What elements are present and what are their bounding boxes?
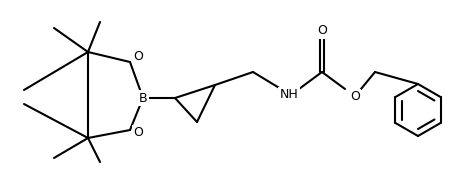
Text: O: O (316, 24, 326, 37)
Text: NH: NH (279, 89, 298, 102)
Text: O: O (349, 90, 359, 103)
Text: O: O (133, 127, 143, 140)
Text: B: B (138, 92, 147, 105)
Text: O: O (133, 51, 143, 64)
